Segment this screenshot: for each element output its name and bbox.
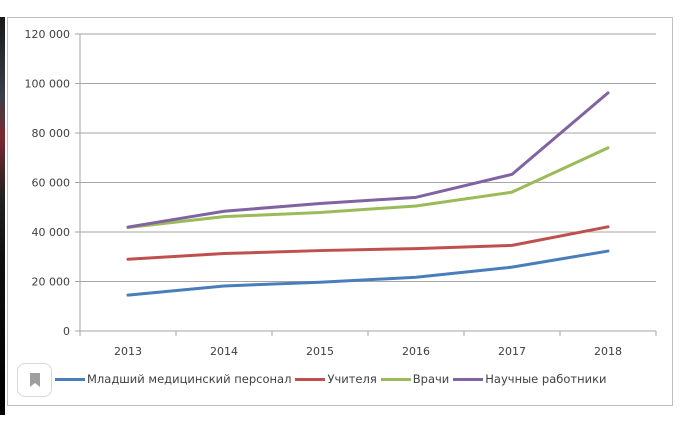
- legend-swatch: [453, 377, 484, 381]
- series-line: [126, 249, 610, 297]
- y-tick-label: 100 000: [25, 78, 71, 91]
- legend-swatch: [295, 377, 326, 381]
- y-tick-label: 60 000: [32, 177, 71, 190]
- series-line: [126, 225, 610, 261]
- legend-item-doctors: Врачи: [380, 372, 450, 386]
- bookmark-icon: [29, 373, 40, 387]
- legend-item-junior-medical: Младший медицинский персонал: [55, 372, 291, 386]
- legend-swatch: [380, 377, 411, 381]
- legend-item-scientists: Научные работники: [453, 372, 607, 386]
- x-tick-label: 2017: [498, 345, 526, 358]
- legend-label: Младший медицинский персонал: [87, 372, 292, 386]
- series-line: [126, 91, 610, 229]
- legend-item-teachers: Учителя: [295, 372, 377, 386]
- y-tick-label: 120 000: [25, 28, 71, 41]
- series-line: [126, 146, 610, 230]
- legend-label: Учителя: [327, 372, 377, 386]
- x-tick-label: 2018: [594, 345, 622, 358]
- x-tick-label: 2013: [114, 345, 142, 358]
- y-tick-label: 40 000: [32, 226, 71, 239]
- y-tick-label: 20 000: [32, 276, 71, 289]
- x-tick-label: 2016: [402, 345, 430, 358]
- chart-legend: Младший медицинский персонал Учителя Вра…: [55, 372, 611, 386]
- legend-label: Врачи: [412, 372, 450, 386]
- y-tick-label: 0: [63, 325, 70, 338]
- bookmark-button[interactable]: [17, 363, 52, 397]
- x-tick-label: 2014: [210, 345, 238, 358]
- x-tick-label: 2015: [306, 345, 334, 358]
- legend-swatch: [55, 377, 85, 381]
- y-tick-label: 80 000: [32, 127, 71, 140]
- legend-label: Научные работники: [485, 372, 607, 386]
- background-image-strip: [0, 17, 5, 415]
